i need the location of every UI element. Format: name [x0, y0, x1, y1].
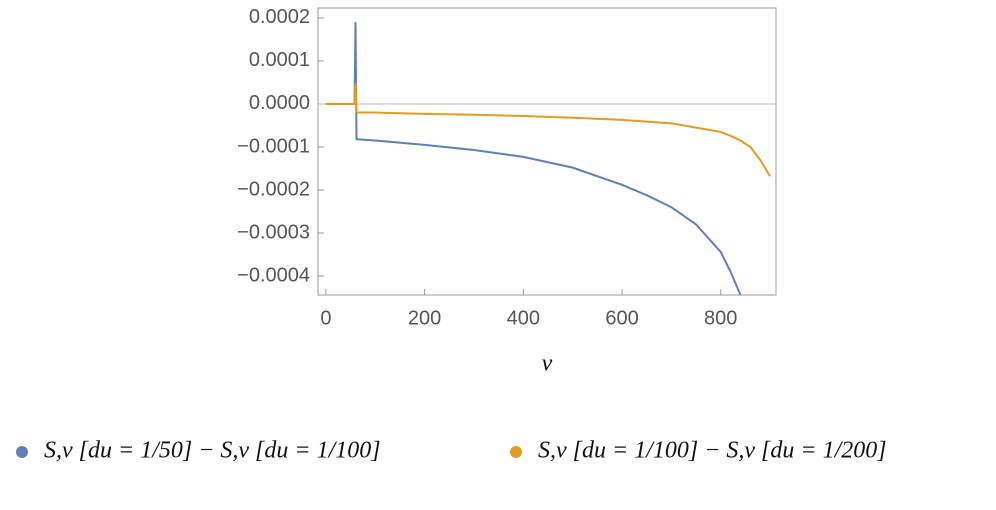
- x-axis-label: v: [542, 351, 553, 377]
- y-tick-label: −0.0004: [237, 264, 310, 286]
- series-line: [325, 82, 771, 177]
- y-tick-label: 0.0000: [249, 92, 310, 114]
- legend-label: S,v [du = 1/100] − S,v [du = 1/200]: [538, 438, 887, 464]
- series-line: [325, 22, 742, 295]
- x-tick-label: 800: [704, 307, 737, 329]
- y-tick-label: −0.0001: [237, 135, 310, 157]
- legend-marker: [16, 446, 28, 458]
- y-tick-label: −0.0002: [237, 178, 310, 200]
- y-tick-label: 0.0002: [249, 6, 310, 28]
- y-tick-label: 0.0001: [249, 49, 310, 71]
- legend-marker: [510, 446, 522, 458]
- plot-frame: [317, 7, 777, 296]
- x-tick-label: 200: [408, 307, 441, 329]
- legend-label: S,v [du = 1/50] − S,v [du = 1/100]: [44, 438, 381, 464]
- y-tick-label: −0.0003: [237, 221, 310, 243]
- x-tick-label: 600: [605, 307, 638, 329]
- x-tick-label: 400: [507, 307, 540, 329]
- x-tick-label: 0: [320, 307, 331, 329]
